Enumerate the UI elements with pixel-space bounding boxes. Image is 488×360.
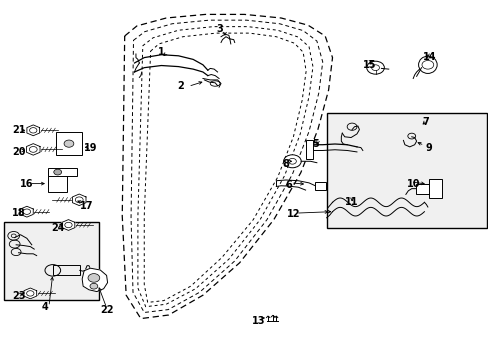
Text: 12: 12 (286, 209, 300, 219)
Circle shape (64, 140, 74, 147)
Polygon shape (72, 194, 86, 206)
Text: 13: 13 (252, 316, 265, 326)
Text: 4: 4 (41, 302, 48, 312)
Text: 11: 11 (345, 197, 358, 207)
Bar (56, 132, 81, 155)
Polygon shape (27, 125, 40, 136)
Bar (415, 184, 432, 194)
Text: 18: 18 (12, 208, 25, 218)
Text: 17: 17 (80, 201, 94, 211)
Polygon shape (62, 220, 75, 230)
Polygon shape (26, 144, 40, 155)
Text: 23: 23 (12, 291, 25, 301)
Text: 7: 7 (421, 117, 428, 127)
Circle shape (88, 274, 100, 282)
Text: 6: 6 (285, 180, 291, 190)
Bar (48, 168, 77, 176)
Text: 24: 24 (51, 222, 64, 233)
Circle shape (283, 155, 301, 168)
Circle shape (90, 283, 98, 289)
Text: 22: 22 (100, 305, 113, 315)
Text: 14: 14 (422, 52, 435, 62)
Polygon shape (20, 206, 33, 217)
Text: 1: 1 (158, 47, 164, 57)
Text: 19: 19 (83, 143, 97, 153)
Text: 8: 8 (282, 159, 289, 169)
Text: 2: 2 (177, 81, 184, 91)
Bar (53, 265, 80, 275)
Text: 15: 15 (362, 60, 375, 70)
Bar (326, 113, 486, 228)
Circle shape (366, 61, 384, 74)
Bar (305, 140, 312, 159)
Text: 20: 20 (12, 147, 25, 157)
Text: 9: 9 (425, 143, 432, 153)
Polygon shape (24, 288, 37, 299)
Circle shape (54, 169, 61, 175)
Polygon shape (82, 268, 107, 292)
Text: 16: 16 (20, 179, 34, 189)
Bar (428, 179, 441, 198)
Text: 10: 10 (406, 179, 419, 189)
Bar (4, 222, 99, 300)
Bar (315, 182, 325, 190)
Text: 21: 21 (12, 125, 25, 135)
Text: 3: 3 (216, 24, 223, 34)
Text: 5: 5 (311, 139, 318, 149)
Bar (48, 169, 67, 192)
